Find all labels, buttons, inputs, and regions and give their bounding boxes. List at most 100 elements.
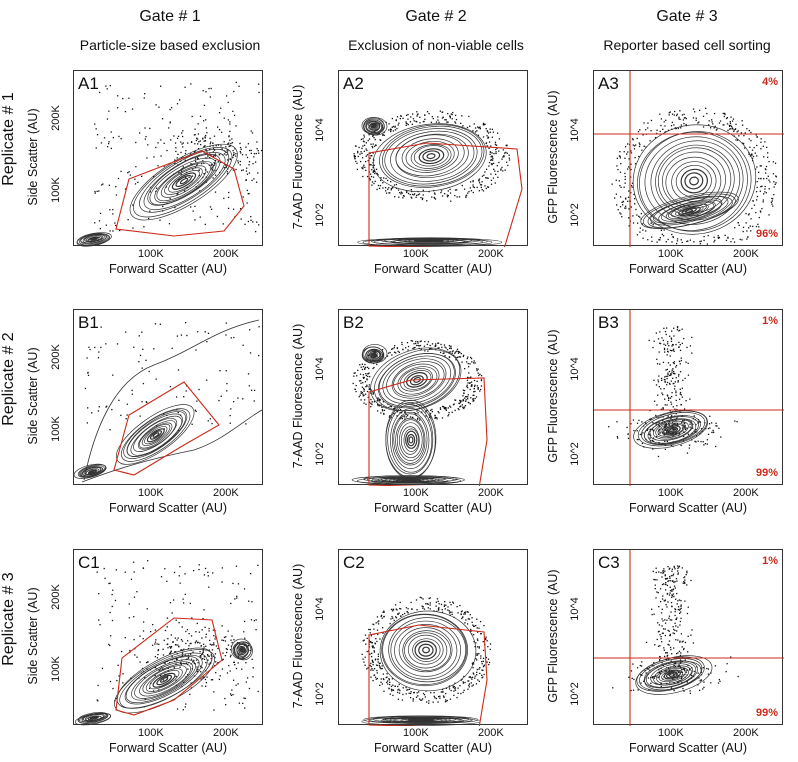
contour-line	[164, 167, 203, 195]
event-dot	[661, 625, 663, 627]
event-dot	[249, 573, 252, 575]
event-dot	[443, 352, 445, 354]
event-dot	[720, 436, 722, 438]
event-dot	[446, 121, 448, 123]
event-dot	[491, 156, 494, 158]
event-dot	[134, 654, 136, 656]
event-dot	[703, 686, 705, 689]
event-dot	[470, 628, 472, 631]
event-dot	[768, 179, 770, 181]
event-dot	[481, 188, 483, 191]
event-dot	[249, 149, 251, 152]
event-dot	[489, 128, 491, 130]
event-dot	[484, 185, 486, 187]
event-dot	[389, 622, 391, 625]
event-dot	[671, 424, 673, 426]
event-dot	[658, 571, 660, 573]
event-dot	[391, 678, 394, 680]
event-dot	[184, 654, 187, 656]
event-dot	[683, 576, 685, 579]
event-dot	[407, 192, 410, 195]
event-dot	[439, 697, 441, 699]
event-dot	[758, 216, 760, 219]
event-dot	[221, 148, 223, 150]
event-dot	[505, 161, 508, 163]
event-dot	[182, 142, 184, 144]
event-dot	[683, 647, 685, 650]
event-dot	[476, 368, 478, 370]
event-dot	[730, 124, 732, 127]
event-dot	[353, 375, 355, 377]
contour-line	[662, 151, 726, 209]
event-dot	[134, 183, 137, 185]
event-dot	[390, 608, 393, 611]
event-dot	[177, 369, 180, 371]
event-dot	[502, 170, 504, 172]
event-dot	[677, 381, 679, 383]
event-dot	[633, 203, 636, 205]
event-dot	[717, 682, 720, 684]
event-dot	[373, 623, 375, 626]
event-dot	[215, 645, 218, 647]
event-dot	[472, 666, 474, 669]
event-dot	[670, 395, 673, 398]
event-dot	[167, 637, 169, 640]
event-dot	[756, 144, 758, 147]
event-dot	[416, 194, 418, 197]
event-dot	[169, 122, 171, 124]
event-dot	[615, 179, 617, 181]
event-dot	[470, 190, 473, 192]
event-dot	[683, 580, 685, 583]
event-dot	[423, 608, 426, 610]
event-dot	[657, 676, 659, 679]
event-dot	[467, 611, 469, 613]
contour-line	[410, 144, 452, 169]
event-dot	[725, 670, 727, 673]
event-dot	[386, 355, 389, 357]
event-dot	[440, 343, 442, 346]
event-dot	[624, 178, 626, 181]
event-dot	[467, 382, 469, 384]
event-dot	[158, 106, 160, 108]
event-dot	[105, 343, 107, 345]
event-dot	[206, 151, 208, 153]
event-dot	[379, 139, 382, 141]
event-dot	[673, 428, 675, 431]
contours	[357, 117, 503, 247]
event-dot	[426, 603, 428, 605]
event-dot	[175, 150, 177, 153]
event-dot	[461, 616, 464, 618]
event-dot	[666, 384, 668, 386]
contour-line	[365, 349, 382, 362]
event-dot	[361, 157, 364, 159]
event-dot	[112, 374, 114, 376]
contour-line	[418, 148, 445, 165]
event-dot	[429, 344, 431, 347]
event-dot	[666, 440, 669, 443]
y-axis-label: GFP Fluorescence (AU)	[546, 569, 560, 703]
event-dot	[174, 206, 176, 209]
event-dot	[233, 639, 235, 641]
event-dot	[198, 169, 200, 171]
x-axis-label: Forward Scatter (AU)	[373, 262, 493, 276]
event-dot	[656, 363, 659, 365]
event-dot	[495, 151, 497, 153]
event-dot	[452, 404, 455, 406]
event-dot	[384, 190, 387, 192]
event-dot	[443, 344, 446, 346]
event-dot	[675, 364, 678, 367]
event-dot	[366, 385, 368, 387]
event-dot	[382, 187, 384, 189]
event-dot	[735, 123, 737, 126]
event-dot	[226, 171, 229, 173]
contour-line	[422, 646, 430, 654]
event-dot	[662, 407, 664, 409]
event-dot	[156, 657, 159, 659]
event-dot	[111, 593, 113, 596]
event-dot	[401, 192, 403, 194]
event-dot	[476, 618, 478, 620]
event-dot	[230, 694, 233, 697]
event-dot	[454, 189, 457, 191]
contour-line	[668, 673, 676, 677]
event-dot	[752, 225, 754, 228]
